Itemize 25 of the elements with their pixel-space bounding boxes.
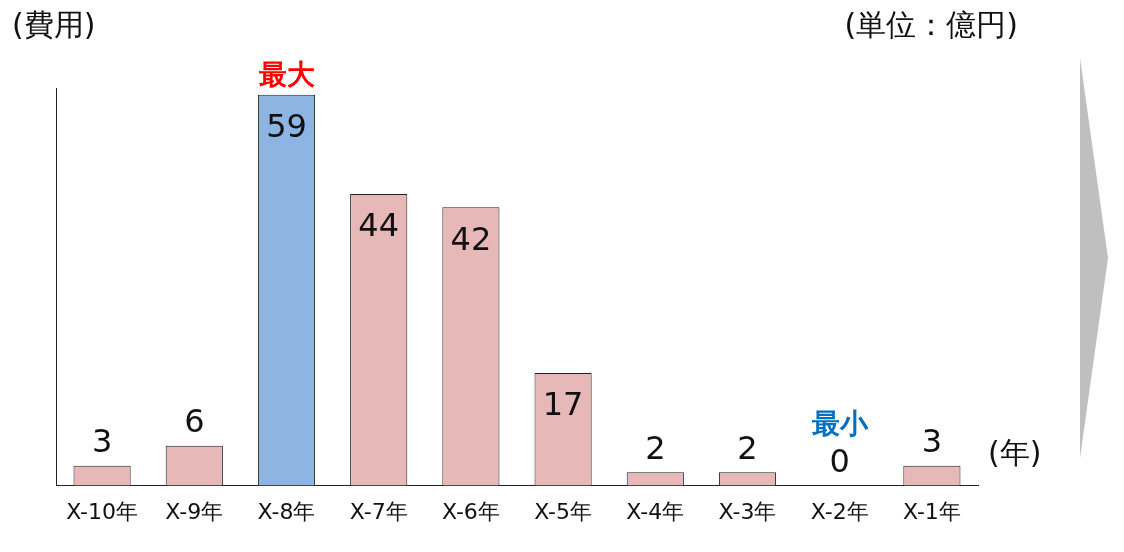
y-axis-title: (費用) <box>12 6 96 42</box>
x-tick-label: X-3年 <box>718 498 777 524</box>
data-label: 3 <box>91 422 113 461</box>
data-label: 42 <box>450 219 492 258</box>
x-tick-label: X-9年 <box>165 498 224 524</box>
x-tick-label: X-6年 <box>441 498 500 524</box>
data-label: 0 <box>829 441 850 480</box>
annotation: 最大 <box>257 57 316 91</box>
data-label: 6 <box>184 402 205 441</box>
data-label: 3 <box>921 422 943 461</box>
x-tick-label: X-4年 <box>626 498 685 524</box>
data-label: 2 <box>737 428 758 467</box>
x-tick-label: X-7年 <box>349 498 408 524</box>
data-label: 2 <box>645 428 666 467</box>
annotation: 最小 <box>810 406 869 440</box>
data-label: 44 <box>358 206 400 245</box>
x-tick-label: X-10年 <box>66 498 139 524</box>
x-tick-label: X-2年 <box>810 498 869 524</box>
data-label: 59 <box>266 106 307 145</box>
x-tick-label: X-8年 <box>257 498 316 524</box>
data-label: 17 <box>542 385 584 424</box>
x-tick-label: X-5年 <box>534 498 593 524</box>
text: (単位：億円) <box>844 6 1018 42</box>
x-tick-label: X-1年 <box>902 498 961 524</box>
x-axis-title: (年) <box>988 435 1042 471</box>
